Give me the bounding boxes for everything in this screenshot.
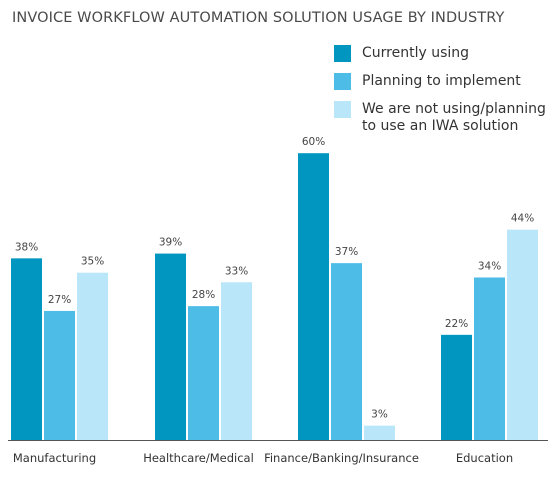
bar-manufacturing-1 bbox=[44, 310, 75, 440]
bar-education-2 bbox=[507, 229, 538, 440]
data-label-manufacturing-0: 38% bbox=[15, 241, 38, 253]
legend-item-not-using: We are not using/planning to use an IWA … bbox=[334, 101, 554, 135]
bar-healthcare-medical-2 bbox=[221, 282, 252, 440]
legend-label-currently-using: Currently using bbox=[362, 45, 470, 61]
data-label-education-1: 34% bbox=[478, 260, 501, 272]
legend-swatch-planning bbox=[334, 73, 351, 90]
chart-title: INVOICE WORKFLOW AUTOMATION SOLUTION USA… bbox=[12, 10, 505, 26]
legend-label-planning: Planning to implement bbox=[362, 73, 521, 89]
data-label-education-2: 44% bbox=[511, 213, 534, 225]
bar-manufacturing-2 bbox=[77, 272, 108, 440]
category-label-education: Education bbox=[456, 451, 513, 465]
data-label-healthcare-medical-2: 33% bbox=[225, 265, 248, 277]
category-label-healthcare-medical: Healthcare/Medical bbox=[143, 451, 254, 465]
data-label-finance-banking-insurance-1: 37% bbox=[335, 246, 358, 258]
data-label-manufacturing-1: 27% bbox=[48, 294, 71, 306]
legend-swatch-not-using bbox=[334, 101, 351, 118]
legend-swatch-currently-using bbox=[334, 45, 351, 62]
bar-finance-banking-insurance-1 bbox=[331, 263, 362, 440]
data-label-healthcare-medical-1: 28% bbox=[192, 289, 215, 301]
legend: Currently using Planning to implement We… bbox=[334, 45, 554, 146]
legend-item-planning: Planning to implement bbox=[334, 73, 554, 90]
bar-finance-banking-insurance-0 bbox=[298, 153, 329, 440]
data-label-manufacturing-2: 35% bbox=[81, 256, 104, 268]
category-label-finance-banking-insurance: Finance/Banking/Insurance bbox=[264, 451, 419, 465]
bar-education-1 bbox=[474, 277, 505, 440]
bar-finance-banking-insurance-2 bbox=[364, 425, 395, 440]
data-label-finance-banking-insurance-2: 3% bbox=[371, 409, 388, 421]
data-label-finance-banking-insurance-0: 60% bbox=[302, 136, 325, 148]
bar-healthcare-medical-1 bbox=[188, 306, 219, 440]
bar-education-0 bbox=[441, 334, 472, 440]
bar-manufacturing-0 bbox=[11, 258, 42, 440]
data-label-education-0: 22% bbox=[445, 318, 468, 330]
legend-label-not-using: We are not using/planning to use an IWA … bbox=[362, 101, 546, 134]
category-label-manufacturing: Manufacturing bbox=[13, 451, 96, 465]
bar-healthcare-medical-0 bbox=[155, 253, 186, 440]
legend-item-currently-using: Currently using bbox=[334, 45, 554, 62]
data-label-healthcare-medical-0: 39% bbox=[159, 237, 182, 249]
